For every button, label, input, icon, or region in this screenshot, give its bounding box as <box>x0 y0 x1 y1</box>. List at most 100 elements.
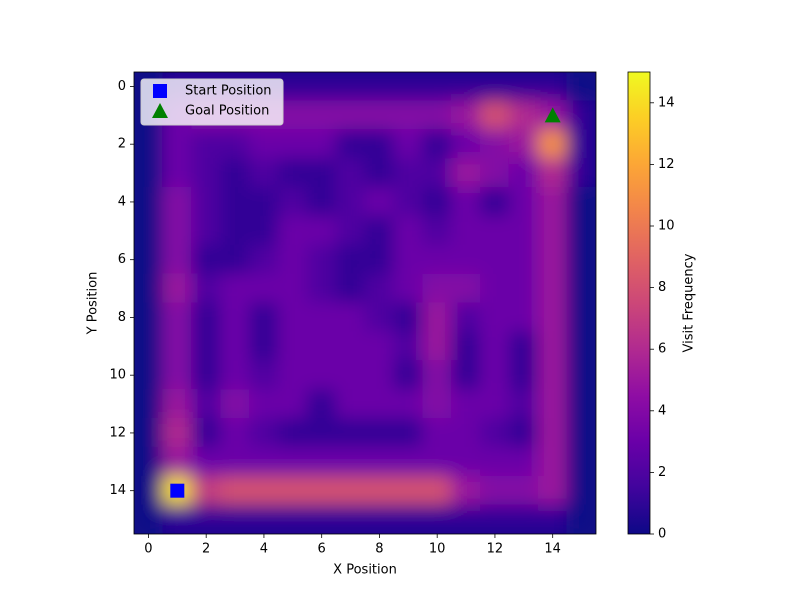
heatmap-cell <box>537 475 568 506</box>
x-tick-label: 14 <box>544 542 561 557</box>
x-tick-label: 12 <box>487 542 504 557</box>
heatmap-cell <box>191 129 222 160</box>
heatmap-cell <box>393 360 424 391</box>
heatmap-cell <box>451 100 481 131</box>
heatmap-cell <box>364 389 395 419</box>
heatmap-cell <box>393 244 424 275</box>
heatmap-cell <box>277 504 308 534</box>
heatmap-cell <box>480 475 510 506</box>
heatmap-cell <box>191 331 222 362</box>
legend-marker <box>152 103 168 118</box>
heatmap-cell <box>508 389 539 419</box>
heatmap-cell <box>306 187 337 217</box>
heatmap-cell <box>220 331 250 362</box>
heatmap-cell <box>364 302 395 333</box>
heatmap-cell <box>249 302 279 333</box>
heatmap-cell <box>306 273 337 304</box>
heatmap-cell <box>162 418 193 448</box>
heatmap-cell <box>277 302 308 333</box>
heatmap-cell <box>537 273 568 304</box>
heatmap-cell <box>162 331 193 362</box>
heatmap-cell <box>537 158 568 188</box>
heatmap-cell <box>566 215 596 246</box>
heatmap-cell <box>364 331 395 362</box>
heatmap-cell <box>566 446 596 477</box>
heatmap-cell <box>480 100 510 131</box>
heatmap-cell <box>393 475 424 506</box>
heatmap-cell <box>566 244 596 275</box>
heatmap-cell <box>306 158 337 188</box>
colorbar-tick-label: 10 <box>658 219 675 234</box>
heatmap-cell <box>162 187 193 217</box>
heatmap-cell <box>508 360 539 391</box>
heatmap-cell <box>537 446 568 477</box>
heatmap-cell <box>364 158 395 188</box>
heatmap-cell <box>508 273 539 304</box>
heatmap-cell <box>364 446 395 477</box>
heatmap-cell <box>249 215 279 246</box>
heatmap-cell <box>220 244 250 275</box>
heatmap-cell <box>306 389 337 419</box>
heatmap-cell <box>306 418 337 448</box>
heatmap-cell <box>220 273 250 304</box>
heatmap-cell <box>162 158 193 188</box>
heatmap-cell <box>451 331 481 362</box>
heatmap-cell <box>162 215 193 246</box>
heatmap-cell <box>393 273 424 304</box>
heatmap-cell <box>306 360 337 391</box>
colorbar-tick-label: 12 <box>658 157 675 172</box>
x-tick-label: 8 <box>375 542 383 557</box>
heatmap-cell <box>277 389 308 419</box>
heatmap-cell <box>508 475 539 506</box>
heatmap-cell <box>335 187 366 217</box>
heatmap-cell <box>220 475 250 506</box>
heatmap-cell <box>335 215 366 246</box>
heatmap-cell <box>393 100 424 131</box>
y-tick-label: 6 <box>118 252 126 267</box>
heatmap-cell <box>393 331 424 362</box>
heatmap-cell <box>537 72 568 102</box>
heatmap-cell <box>220 158 250 188</box>
heatmap-cell <box>162 244 193 275</box>
y-tick-label: 10 <box>109 368 126 383</box>
heatmap-cell <box>335 389 366 419</box>
x-axis-label: X Position <box>333 563 397 578</box>
heatmap-cell <box>480 302 510 333</box>
heatmap-cell <box>364 129 395 160</box>
heatmap-cell <box>364 215 395 246</box>
heatmap-cell <box>537 244 568 275</box>
heatmap-cell <box>537 418 568 448</box>
heatmap-cell <box>335 72 366 102</box>
heatmap-cell <box>249 418 279 448</box>
heatmap-cell <box>249 475 279 506</box>
heatmap-cell <box>393 418 424 448</box>
legend-box <box>140 78 284 126</box>
heatmap-cell <box>220 302 250 333</box>
heatmap-cell <box>566 389 596 419</box>
legend: Start Position Goal Position <box>140 78 284 126</box>
heatmap-cell <box>566 360 596 391</box>
heatmap-cell <box>480 360 510 391</box>
heatmap-cell <box>134 331 164 362</box>
x-tick-label: 4 <box>260 542 268 557</box>
heatmap-cell <box>508 331 539 362</box>
heatmap-cell <box>422 100 453 131</box>
heatmap-cell <box>162 360 193 391</box>
heatmap-cell <box>364 187 395 217</box>
heatmap-cell <box>191 418 222 448</box>
heatmap-cell <box>191 187 222 217</box>
heatmap-cell <box>134 475 164 506</box>
heatmap-cell <box>508 100 539 131</box>
heatmap-cell <box>566 187 596 217</box>
colorbar-tick-label: 14 <box>658 95 675 110</box>
heatmap-cell <box>335 360 366 391</box>
heatmap-cell <box>508 418 539 448</box>
heatmap-cell <box>364 72 395 102</box>
heatmap-cell <box>162 446 193 477</box>
heatmap-cell <box>134 360 164 391</box>
heatmap-cell <box>191 504 222 534</box>
heatmap-cell <box>134 158 164 188</box>
heatmap-cell <box>508 129 539 160</box>
heatmap-cell <box>451 129 481 160</box>
heatmap-cell <box>480 244 510 275</box>
